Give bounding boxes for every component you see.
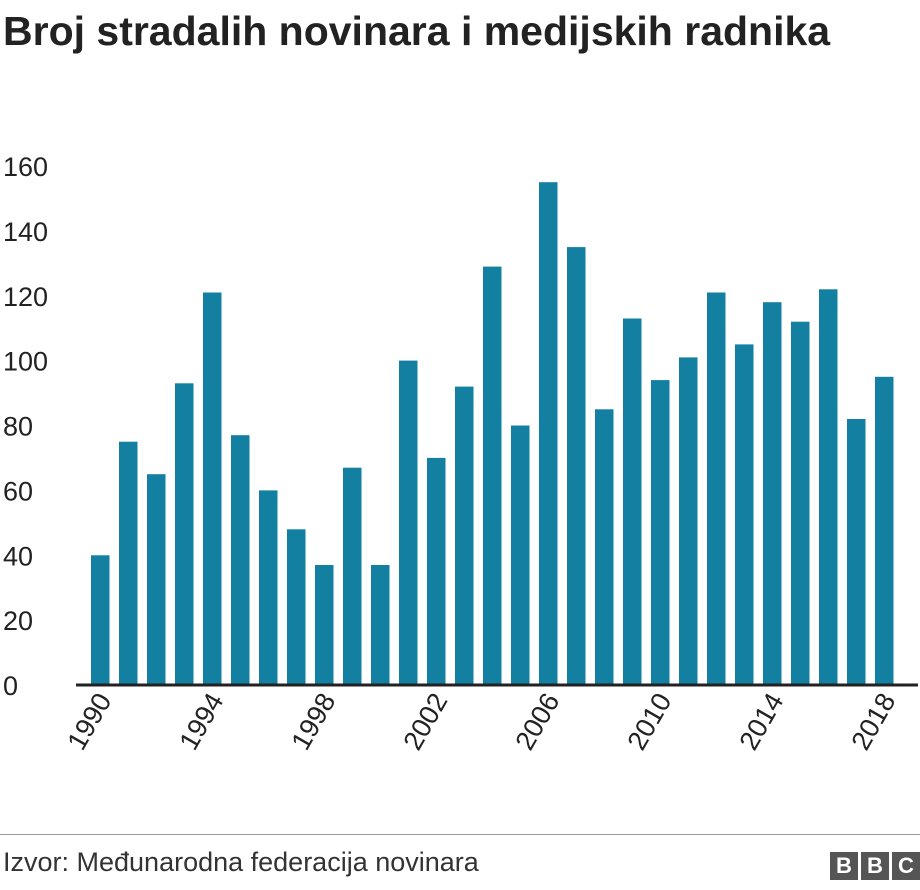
- bbc-logo-letter: B: [830, 852, 858, 880]
- bar-2010: [651, 380, 670, 685]
- bar-2004: [483, 266, 502, 685]
- bar-1999: [343, 467, 362, 685]
- y-tick-label: 100: [3, 347, 48, 377]
- bar-2002: [427, 457, 446, 685]
- x-tick-label: 2018: [845, 688, 901, 755]
- bbc-logo-letter: C: [892, 852, 920, 880]
- bar-1996: [259, 490, 278, 685]
- bar-2018: [875, 376, 894, 685]
- y-tick-label: 60: [3, 476, 33, 506]
- footer-divider: [0, 834, 920, 835]
- bar-2011: [679, 357, 698, 685]
- y-tick-label: 160: [3, 152, 48, 182]
- y-tick-label: 120: [3, 282, 48, 312]
- bar-1994: [203, 292, 222, 685]
- bar-2007: [567, 247, 586, 685]
- bar-2016: [819, 289, 838, 685]
- y-tick-label: 140: [3, 217, 48, 247]
- chart-title: Broj stradalih novinara i medijskih radn…: [3, 8, 831, 54]
- x-tick-label: 1990: [61, 688, 117, 755]
- x-tick-label: 2014: [733, 688, 789, 755]
- bar-2013: [735, 344, 754, 685]
- x-tick-label: 2002: [397, 688, 453, 755]
- bar-2005: [511, 425, 530, 685]
- bar-1993: [175, 383, 194, 685]
- bar-1997: [287, 529, 306, 685]
- y-tick-label: 20: [3, 606, 33, 636]
- bar-2012: [707, 292, 726, 685]
- y-tick-label: 80: [3, 412, 33, 442]
- source-note: Izvor: Međunarodna federacija novinara: [3, 847, 479, 877]
- x-tick-label: 1998: [285, 688, 341, 755]
- bar-2001: [399, 360, 418, 685]
- bbc-logo-letter: B: [861, 852, 889, 880]
- bar-1991: [119, 441, 138, 685]
- y-tick-label: 0: [3, 671, 18, 701]
- bar-2006: [539, 182, 558, 685]
- bar-1992: [147, 474, 166, 685]
- bar-chart: 0 20 40 60 80 100 120 140 160 1990 1994 1998 2002 200…: [3, 152, 918, 755]
- bar-2003: [455, 386, 474, 685]
- x-tick-label: 2006: [509, 688, 565, 755]
- x-tick-label: 2010: [621, 688, 677, 755]
- bar-2008: [595, 409, 614, 685]
- bar-1998: [315, 565, 334, 685]
- y-tick-label: 40: [3, 541, 33, 571]
- bar-2009: [623, 318, 642, 685]
- bar-2014: [763, 302, 782, 685]
- bar-1990: [91, 555, 110, 686]
- bar-2017: [847, 419, 866, 685]
- bbc-logo: B B C: [830, 852, 920, 880]
- bar-2015: [791, 321, 810, 685]
- bar-1995: [231, 435, 250, 685]
- bar-2000: [371, 565, 390, 685]
- x-tick-label: 1994: [173, 688, 229, 755]
